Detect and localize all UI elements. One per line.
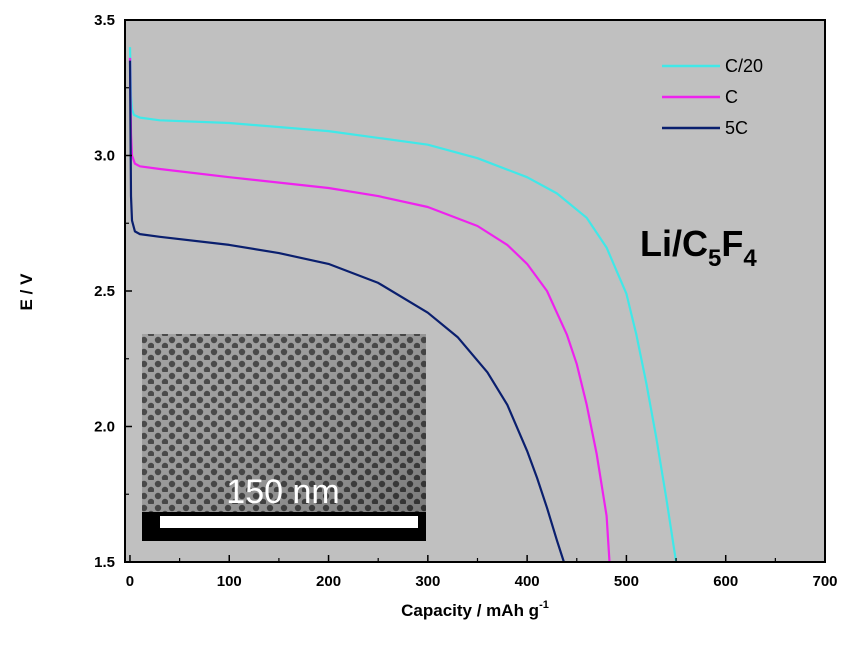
legend: C/20 C 5C xyxy=(662,56,763,138)
scale-bar-label: 150 nm xyxy=(226,473,339,511)
y-axis-title: E / V xyxy=(17,273,36,311)
x-tick-label: 100 xyxy=(217,573,242,590)
y-tick-label: 2.0 xyxy=(94,419,115,436)
legend-label: C xyxy=(725,87,738,107)
scale-bar xyxy=(160,516,418,528)
chemistry-annotation: Li/C5F4 xyxy=(640,223,757,272)
legend-label: C/20 xyxy=(725,56,763,76)
y-tick-label: 3.0 xyxy=(94,148,115,165)
y-tick-label: 3.5 xyxy=(94,12,115,29)
x-tick-label: 300 xyxy=(415,573,440,590)
y-tick-label: 2.5 xyxy=(94,283,115,300)
series-line-3 xyxy=(128,60,565,563)
series-layer xyxy=(128,47,678,563)
x-tick-label: 700 xyxy=(812,573,837,590)
x-tick-label: 200 xyxy=(316,573,341,590)
legend-label: 5C xyxy=(725,118,748,138)
x-tick-label: 400 xyxy=(515,573,540,590)
x-tick-label: 600 xyxy=(713,573,738,590)
series-line-1 xyxy=(128,47,678,563)
ticks-layer: 0 100 200 300 400 500 600 700 1.5 2.0 2.5 3.0 3.5 xyxy=(94,12,837,590)
y-tick-label: 1.5 xyxy=(94,554,115,571)
x-tick-label: 500 xyxy=(614,573,639,590)
sem-inset-image: 150 nm xyxy=(142,334,426,541)
series-line-2 xyxy=(128,57,611,563)
x-tick-label: 0 xyxy=(126,573,134,590)
x-axis-title: Capacity / mAh g-1 xyxy=(401,599,549,620)
